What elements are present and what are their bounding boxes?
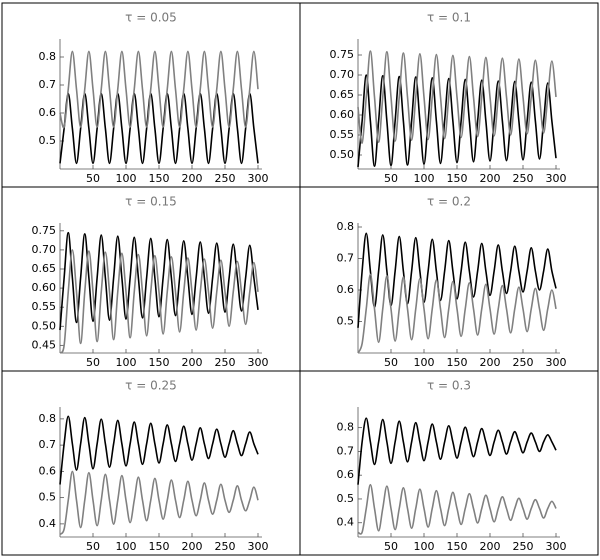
x-tick-label: 200: [480, 356, 501, 369]
x-tick-label: 200: [480, 540, 501, 553]
x-tick-label: 150: [149, 356, 170, 369]
x-tick-label: 100: [116, 356, 137, 369]
x-tick-label: 150: [149, 172, 170, 185]
line-series: [59, 249, 259, 354]
x-tick-label: 150: [447, 172, 468, 185]
y-tick-label: 0.45: [32, 338, 57, 351]
x-tick-label: 200: [182, 356, 203, 369]
panel: τ = 0.2 0.5 0.6 0.7 0.8 50 100 150 200 250 300: [299, 186, 599, 372]
x-tick-label: 200: [182, 540, 203, 553]
x-tick-label: 250: [513, 540, 534, 553]
y-tick-label: 0.6: [337, 468, 355, 481]
x-tick-label: 50: [86, 540, 100, 553]
chart-title: τ = 0.25: [125, 379, 177, 393]
y-tick-label: 0.60: [32, 281, 57, 294]
panel: τ = 0.25 0.4 0.5 0.6 0.7 0.8 50 100 150 200 250 300: [1, 370, 301, 556]
x-tick-label: 150: [149, 540, 170, 553]
y-tick-label: 0.50: [32, 319, 57, 332]
y-tick-label: 0.65: [330, 88, 355, 101]
line-series: [59, 50, 259, 129]
x-tick-label: 300: [248, 356, 269, 369]
x-tick-label: 100: [414, 172, 435, 185]
x-tick-label: 200: [182, 172, 203, 185]
chart-title: τ = 0.3: [427, 379, 471, 393]
x-tick-label: 50: [384, 540, 398, 553]
y-tick-label: 0.8: [337, 220, 355, 233]
y-tick-label: 0.8: [337, 421, 355, 434]
line-series: [59, 231, 259, 331]
x-tick-label: 100: [116, 540, 137, 553]
y-tick-label: 0.7: [337, 252, 355, 265]
y-tick-label: 0.60: [330, 108, 355, 121]
x-tick-label: 300: [546, 172, 567, 185]
y-tick-label: 0.55: [32, 300, 57, 313]
x-tick-label: 200: [480, 172, 501, 185]
x-tick-label: 50: [86, 172, 100, 185]
y-tick-label: 0.75: [32, 224, 57, 237]
x-tick-label: 250: [513, 356, 534, 369]
panel: τ = 0.15 0.45 0.50 0.55 0.60 0.65 0.70 0.75 50 10…: [1, 186, 301, 372]
x-tick-label: 250: [215, 172, 236, 185]
y-tick-label: 0.5: [337, 315, 355, 328]
y-tick-label: 0.5: [39, 134, 57, 147]
y-tick-label: 0.6: [337, 283, 355, 296]
line-series: [59, 470, 259, 536]
y-tick-label: 0.8: [39, 50, 57, 63]
x-tick-label: 250: [513, 172, 534, 185]
y-tick-label: 0.5: [39, 491, 57, 504]
x-tick-label: 100: [414, 540, 435, 553]
panel: τ = 0.3 0.4 0.5 0.6 0.7 0.8 50 100 150 200 250 300: [299, 370, 599, 556]
chart-title: τ = 0.2: [427, 195, 471, 209]
x-tick-label: 150: [447, 356, 468, 369]
y-tick-label: 0.6: [39, 464, 57, 477]
y-tick-label: 0.5: [337, 492, 355, 505]
line-series: [357, 50, 557, 144]
y-tick-label: 0.75: [330, 48, 355, 61]
x-tick-label: 150: [447, 540, 468, 553]
x-tick-label: 300: [546, 356, 567, 369]
y-tick-label: 0.70: [32, 243, 57, 256]
x-tick-label: 300: [248, 172, 269, 185]
line-series: [59, 415, 259, 485]
x-tick-label: 250: [215, 540, 236, 553]
panel: τ = 0.1 0.50 0.55 0.60 0.65 0.70 0.75 50 100 150 2…: [299, 2, 599, 188]
y-tick-label: 0.7: [337, 444, 355, 457]
x-tick-label: 300: [248, 540, 269, 553]
x-tick-label: 50: [86, 356, 100, 369]
chart-title: τ = 0.05: [125, 11, 177, 25]
line-series: [59, 92, 259, 165]
y-tick-label: 0.70: [330, 68, 355, 81]
x-tick-label: 100: [116, 172, 137, 185]
line-series: [357, 273, 557, 354]
x-tick-label: 50: [384, 356, 398, 369]
y-tick-label: 0.55: [330, 128, 355, 141]
chart-title: τ = 0.1: [427, 11, 471, 25]
panel: τ = 0.05 0.5 0.6 0.7 0.8 50 100 150 200 250 300: [1, 2, 301, 188]
y-tick-label: 0.8: [39, 412, 57, 425]
line-series: [357, 417, 557, 485]
x-tick-label: 300: [546, 540, 567, 553]
panel-border: [299, 370, 599, 556]
y-tick-label: 0.4: [337, 516, 355, 529]
x-tick-label: 250: [215, 356, 236, 369]
y-tick-label: 0.4: [39, 517, 57, 530]
line-series: [357, 74, 557, 168]
y-tick-label: 0.6: [39, 106, 57, 119]
chart-title: τ = 0.15: [125, 195, 177, 209]
x-tick-label: 50: [384, 172, 398, 185]
y-tick-label: 0.7: [39, 78, 57, 91]
line-series: [357, 483, 557, 535]
y-tick-label: 0.7: [39, 438, 57, 451]
y-tick-label: 0.50: [330, 148, 355, 161]
y-tick-label: 0.65: [32, 262, 57, 275]
x-tick-label: 100: [414, 356, 435, 369]
